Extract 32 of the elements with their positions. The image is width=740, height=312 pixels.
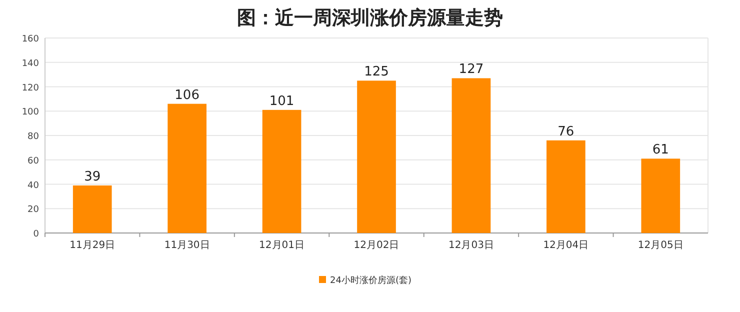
x-tick-label: 12月05日 [638,240,684,251]
bar [72,185,112,233]
y-tick-label: 60 [28,156,40,166]
bar [452,78,491,233]
bar [168,104,206,233]
x-tick-label: 12月01日 [259,240,305,251]
y-tick-label: 100 [22,108,40,118]
chart-title: 图：近一周深圳涨价房源量走势 [237,7,503,29]
x-tick-label: 12月02日 [354,240,400,251]
y-tick-label: 20 [28,205,40,216]
data-label: 106 [174,88,200,103]
bar [357,80,396,233]
bar [641,158,680,233]
data-label: 101 [269,94,294,109]
x-tick-label: 11月30日 [164,240,210,251]
y-tick-label: 140 [22,58,40,69]
data-label: 76 [558,124,574,140]
y-tick-label: 0 [33,230,40,240]
data-label: 39 [84,169,101,184]
y-tick-label: 40 [28,180,40,191]
y-tick-label: 120 [22,83,40,94]
data-label: 125 [364,64,389,80]
bar [546,140,586,233]
x-tick-label: 12月04日 [543,240,589,251]
bar [262,110,302,233]
y-tick-label: 160 [22,34,40,44]
legend-label: 24小时涨价房源(套) [330,275,412,286]
y-tick-label: 80 [28,132,40,142]
x-tick-label: 12月03日 [448,240,494,251]
x-tick-label: 11月29日 [70,240,116,251]
data-label: 127 [458,62,484,78]
data-label: 61 [652,142,669,158]
